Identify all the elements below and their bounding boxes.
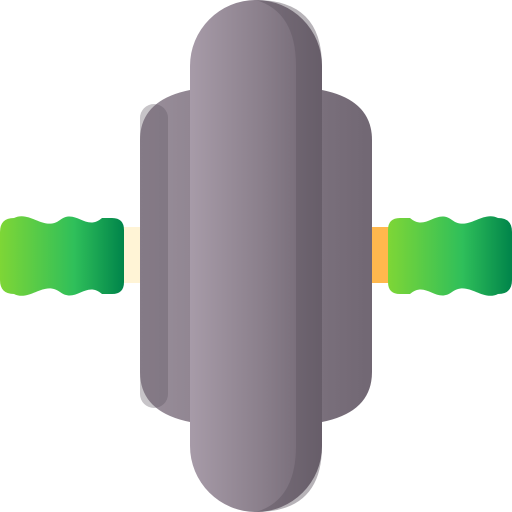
wheel-tire bbox=[190, 0, 322, 512]
wheel-hub-shade bbox=[140, 104, 168, 408]
wheel-tire-shadow bbox=[256, 0, 322, 512]
left-grip-handle bbox=[0, 216, 124, 296]
right-grip-handle bbox=[388, 216, 512, 296]
